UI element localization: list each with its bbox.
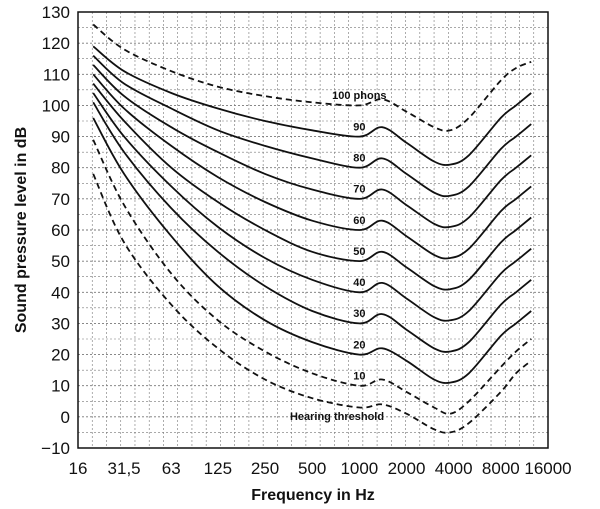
y-tick-label: 100 [42, 96, 70, 115]
curve-90 [92, 45, 532, 166]
curve-40 [92, 92, 532, 322]
curve-label: 80 [353, 152, 365, 164]
curve-label: 70 [353, 184, 365, 196]
curve-30 [92, 101, 532, 353]
curve-label: 60 [353, 215, 365, 227]
curve-labels-layer: 100 phons 90 80 70 60 50 40 30 20 10 Hearing thres… [290, 90, 387, 423]
y-tick-label: 40 [51, 283, 70, 302]
curve-label: 90 [353, 121, 365, 133]
x-tick-label: 1000 [340, 459, 378, 478]
curve-label: 50 [353, 246, 365, 258]
plot-frame [77, 11, 549, 449]
y-tick-label: 50 [51, 252, 70, 271]
curve-50 [92, 83, 532, 291]
x-tick-labels: 16 31,5 63 125 250 500 1000 2000 4000 8000 16000 [69, 459, 572, 478]
curve-100-phons [92, 23, 532, 132]
curves-layer [92, 23, 532, 434]
y-tick-label: 10 [51, 377, 70, 396]
y-tick-label: 110 [43, 65, 70, 84]
curve-80 [92, 54, 532, 198]
curve-10 [92, 139, 532, 415]
x-tick-label: 16000 [524, 459, 571, 478]
y-tick-label: 0 [61, 408, 70, 427]
curve-20 [92, 117, 532, 384]
x-tick-label: 63 [162, 459, 181, 478]
x-tick-label: 8000 [482, 459, 520, 478]
curve-label: Hearing threshold [290, 411, 384, 423]
y-tick-label: −10 [41, 439, 70, 458]
grid-layer [77, 11, 549, 449]
curve-label: 10 [353, 370, 365, 382]
curve-70 [92, 64, 532, 229]
curve-label: 30 [353, 308, 365, 320]
y-tick-label: 20 [51, 346, 70, 365]
x-tick-label: 16 [69, 459, 88, 478]
y-tick-label: 60 [51, 221, 70, 240]
curve-hearing-threshold [92, 173, 532, 434]
y-tick-labels: −10 0 10 20 30 40 50 60 70 80 90 100 110 120 130 [41, 3, 70, 458]
y-axis-title: Sound pressure level in dB [13, 127, 30, 333]
x-tick-label: 250 [251, 459, 279, 478]
curve-label: 100 phons [332, 90, 386, 102]
x-tick-label: 31,5 [108, 459, 141, 478]
x-axis-title: Frequency in Hz [251, 487, 375, 504]
y-tick-label: 30 [51, 314, 70, 333]
y-tick-label: 90 [51, 128, 70, 147]
x-tick-label: 4000 [435, 459, 473, 478]
x-tick-label: 2000 [388, 459, 426, 478]
y-tick-label: 120 [42, 34, 70, 53]
y-tick-label: 70 [51, 190, 70, 209]
y-tick-label: 130 [42, 3, 70, 22]
curve-label: 40 [353, 277, 365, 289]
curve-label: 20 [353, 339, 365, 351]
curve-60 [92, 73, 532, 260]
x-tick-label: 500 [298, 459, 326, 478]
y-tick-label: 80 [51, 159, 70, 178]
x-tick-label: 125 [204, 459, 232, 478]
